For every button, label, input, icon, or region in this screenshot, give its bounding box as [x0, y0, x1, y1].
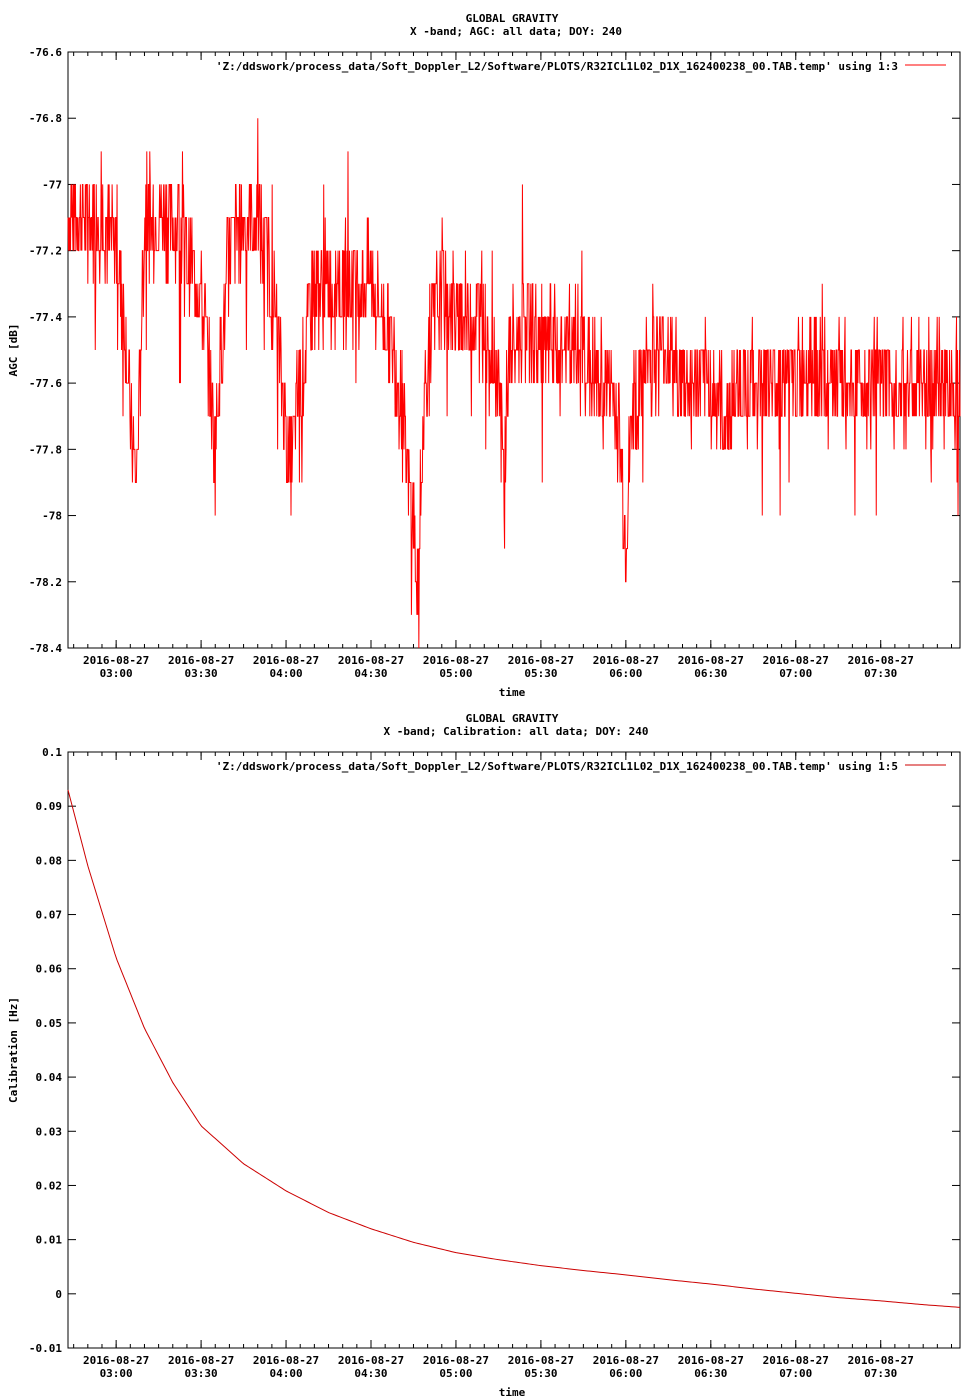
calibration-y-tick-label: 0.04 [36, 1071, 63, 1084]
agc-x-tick-time: 03:00 [100, 667, 133, 680]
calibration-y-tick-label: 0.01 [36, 1234, 63, 1247]
calibration-x-tick-time: 03:30 [185, 1367, 218, 1380]
agc-x-tick-time: 06:00 [609, 667, 642, 680]
agc-y-tick-label: -78.4 [29, 642, 62, 655]
calibration-y-axis-label: Calibration [Hz] [7, 997, 20, 1103]
calibration-x-tick-time: 07:00 [779, 1367, 812, 1380]
agc-x-tick-time: 04:30 [354, 667, 387, 680]
calibration-x-tick-time: 05:30 [524, 1367, 557, 1380]
agc-y-tick-label: -76.8 [29, 112, 62, 125]
agc-x-tick-date: 2016-08-27 [83, 654, 149, 667]
calibration-legend-label: 'Z:/ddswork/process_data/Soft_Doppler_L2… [216, 760, 898, 773]
calibration-x-axis-label: time [499, 1386, 526, 1399]
calibration-plot-frame [67, 751, 961, 1349]
calibration-chart-title: GLOBAL GRAVITY [466, 712, 559, 725]
agc-y-tick-label: -78.2 [29, 576, 62, 589]
agc-x-axis-label: time [499, 686, 526, 699]
calibration-x-axis: 2016-08-2703:002016-08-2703:302016-08-27… [73, 752, 953, 1380]
agc-x-tick-time: 03:30 [185, 667, 218, 680]
agc-chart: GLOBAL GRAVITY X -band; AGC: all data; D… [7, 12, 961, 699]
agc-x-tick-date: 2016-08-27 [508, 654, 574, 667]
calibration-x-tick-time: 04:00 [269, 1367, 302, 1380]
calibration-x-tick-date: 2016-08-27 [168, 1354, 234, 1367]
calibration-y-tick-label: 0.09 [36, 800, 63, 813]
calibration-x-tick-date: 2016-08-27 [593, 1354, 659, 1367]
agc-y-tick-label: -77.2 [29, 245, 62, 258]
agc-x-tick-date: 2016-08-27 [763, 654, 829, 667]
agc-x-tick-date: 2016-08-27 [678, 654, 744, 667]
agc-y-tick-label: -77.4 [29, 311, 62, 324]
calibration-x-tick-date: 2016-08-27 [508, 1354, 574, 1367]
agc-y-tick-label: -78 [42, 510, 62, 523]
calibration-y-tick-label: 0.08 [36, 854, 63, 867]
calibration-y-tick-label: 0.02 [36, 1179, 63, 1192]
calibration-y-tick-label: 0.03 [36, 1125, 63, 1138]
agc-x-tick-date: 2016-08-27 [168, 654, 234, 667]
calibration-chart: GLOBAL GRAVITY X -band; Calibration: all… [7, 712, 961, 1399]
agc-x-tick-time: 06:30 [694, 667, 727, 680]
calibration-y-tick-label: -0.01 [29, 1342, 62, 1355]
calibration-y-tick-label: 0.07 [36, 909, 63, 922]
calibration-y-tick-label: 0.1 [42, 746, 62, 759]
calibration-x-tick-time: 05:00 [439, 1367, 472, 1380]
calibration-y-axis: 0.1 0.09 0.08 0.07 0.06 0.05 0.04 0.03 0.02 0.01 0… [29, 746, 960, 1355]
calibration-x-tick-date: 2016-08-27 [678, 1354, 744, 1367]
calibration-x-tick-time: 07:30 [864, 1367, 897, 1380]
agc-y-tick-label: -77.6 [29, 377, 62, 390]
agc-y-tick-label: -76.6 [29, 46, 62, 59]
calibration-x-tick-date: 2016-08-27 [848, 1354, 914, 1367]
agc-x-tick-date: 2016-08-27 [253, 654, 319, 667]
agc-x-tick-time: 05:00 [439, 667, 472, 680]
agc-x-tick-date: 2016-08-27 [338, 654, 404, 667]
calibration-x-tick-time: 06:30 [694, 1367, 727, 1380]
agc-chart-title: GLOBAL GRAVITY [466, 12, 559, 25]
agc-y-tick-label: -77 [42, 178, 62, 191]
calibration-x-tick-time: 04:30 [354, 1367, 387, 1380]
calibration-x-tick-date: 2016-08-27 [423, 1354, 489, 1367]
calibration-y-tick-label: 0 [55, 1288, 62, 1301]
agc-x-tick-time: 07:30 [864, 667, 897, 680]
agc-x-tick-date: 2016-08-27 [593, 654, 659, 667]
calibration-chart-subtitle: X -band; Calibration: all data; DOY: 240 [384, 725, 649, 738]
agc-legend-label: 'Z:/ddswork/process_data/Soft_Doppler_L2… [216, 60, 898, 73]
agc-x-axis: 2016-08-2703:002016-08-2703:302016-08-27… [73, 52, 953, 680]
calibration-series-line [67, 789, 961, 1308]
calibration-x-tick-time: 06:00 [609, 1367, 642, 1380]
calibration-x-tick-date: 2016-08-27 [83, 1354, 149, 1367]
calibration-x-tick-date: 2016-08-27 [253, 1354, 319, 1367]
calibration-y-tick-label: 0.06 [36, 963, 63, 976]
calibration-x-tick-date: 2016-08-27 [338, 1354, 404, 1367]
agc-x-tick-date: 2016-08-27 [848, 654, 914, 667]
agc-series-line [67, 118, 961, 649]
agc-x-tick-time: 07:00 [779, 667, 812, 680]
calibration-x-tick-date: 2016-08-27 [763, 1354, 829, 1367]
agc-y-tick-label: -77.8 [29, 443, 62, 456]
agc-chart-subtitle: X -band; AGC: all data; DOY: 240 [410, 25, 622, 38]
calibration-y-tick-label: 0.05 [36, 1017, 63, 1030]
agc-y-axis-label: AGC [dB] [7, 324, 20, 377]
calibration-x-tick-time: 03:00 [100, 1367, 133, 1380]
agc-x-tick-date: 2016-08-27 [423, 654, 489, 667]
agc-x-tick-time: 04:00 [269, 667, 302, 680]
agc-x-tick-time: 05:30 [524, 667, 557, 680]
